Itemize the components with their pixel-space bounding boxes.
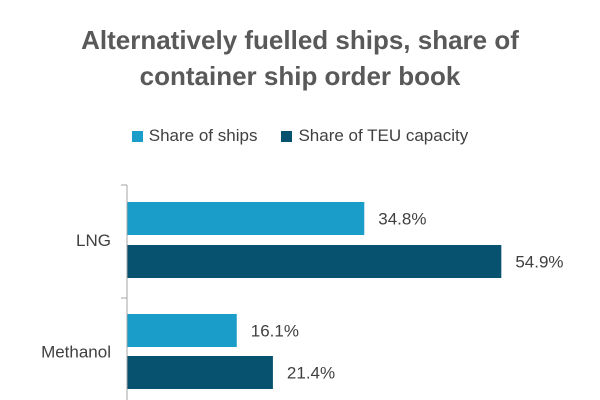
bar-methanol-series-1 [127, 356, 273, 389]
legend-label-share-of-teu: Share of TEU capacity [298, 126, 469, 145]
legend-swatch-share-of-ships [131, 130, 143, 142]
data-label-methanol-series-0: 16.1% [251, 322, 299, 341]
chart-title-line-1: Alternatively fuelled ships, share of [81, 25, 519, 55]
legend: Share of ships Share of TEU capacity [0, 126, 600, 146]
legend-swatch-share-of-teu [281, 130, 293, 142]
data-label-lng-series-1: 54.9% [515, 253, 563, 272]
category-label-methanol: Methanol [41, 343, 111, 362]
chart-title: Alternatively fuelled ships, share of co… [0, 22, 600, 94]
bar-lng-series-1 [127, 245, 502, 278]
bar-methanol-series-0 [127, 314, 237, 347]
legend-item-share-of-teu: Share of TEU capacity [281, 126, 468, 146]
legend-label-share-of-ships: Share of ships [148, 126, 258, 145]
data-label-lng-series-0: 34.8% [378, 210, 426, 229]
category-label-lng: LNG [76, 231, 111, 250]
chart-title-line-2: container ship order book [139, 61, 461, 91]
data-label-methanol-series-1: 21.4% [287, 364, 335, 383]
legend-item-share-of-ships: Share of ships [131, 126, 258, 146]
bar-lng-series-0 [127, 202, 365, 235]
